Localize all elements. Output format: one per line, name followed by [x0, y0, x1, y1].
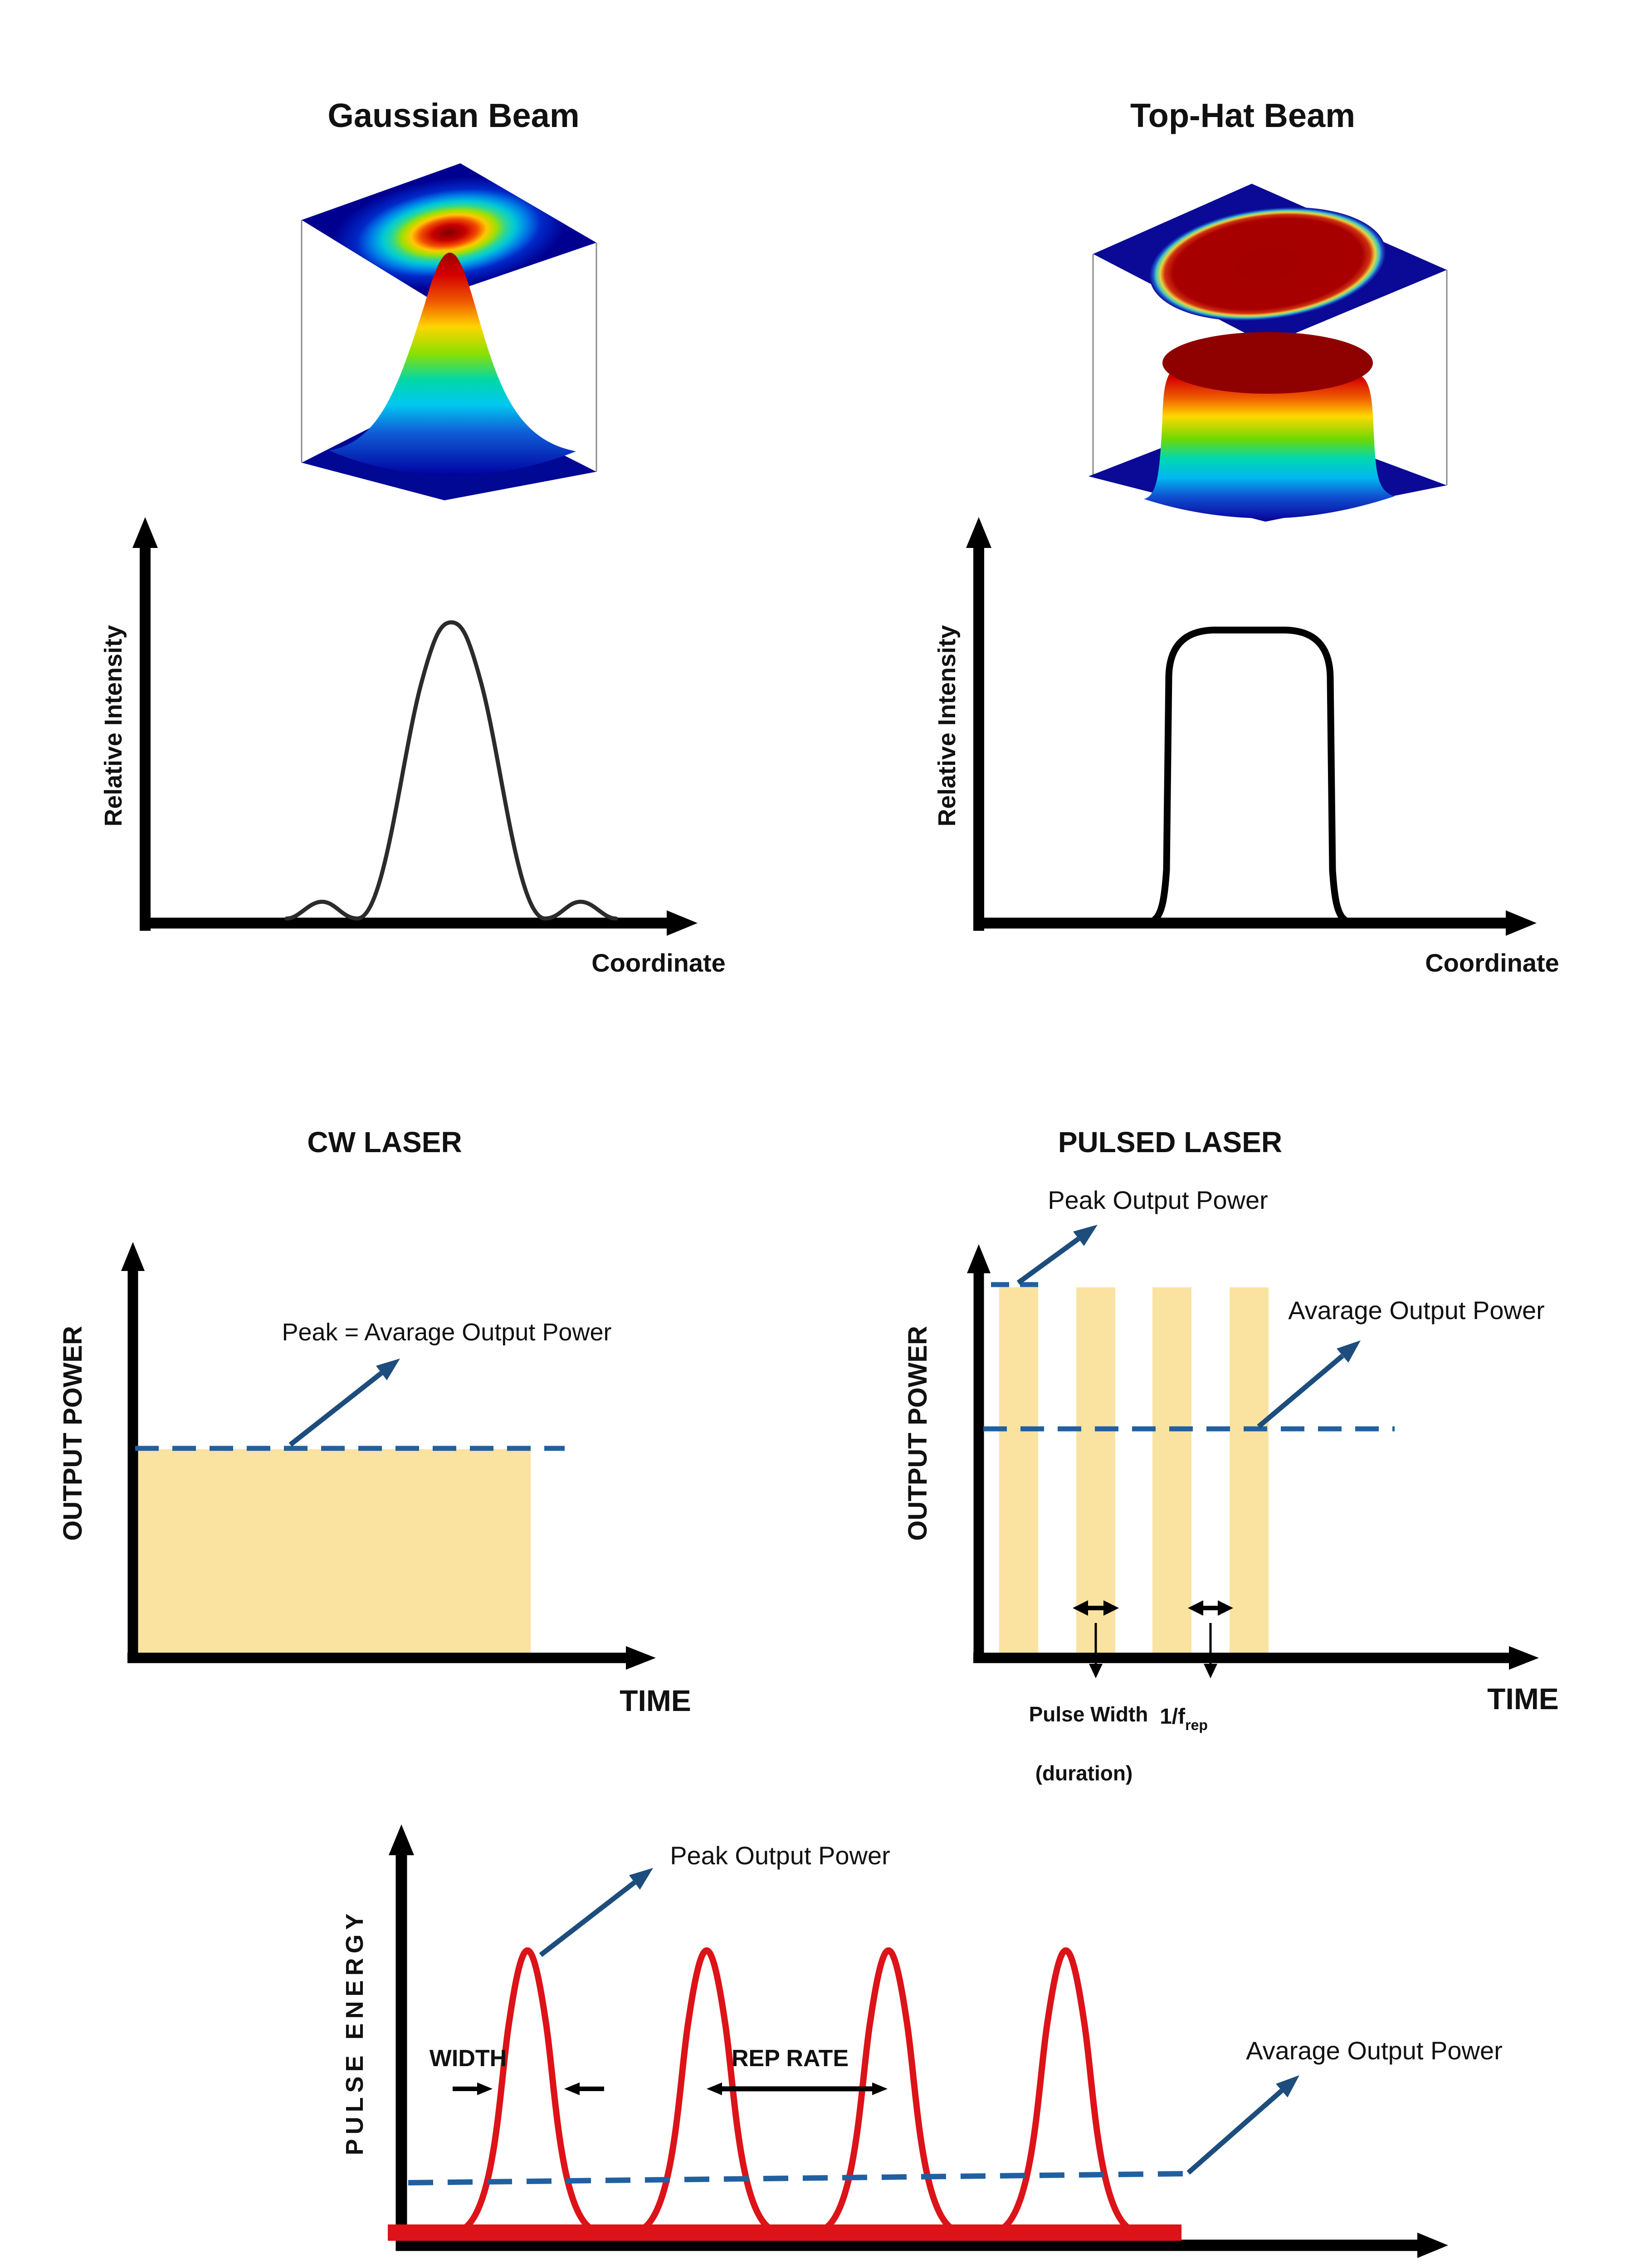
rep-rate-label: REP RATE — [732, 2045, 849, 2072]
pulse-width-label: Pulse Width — [1029, 1702, 1148, 1726]
pulsed-title: PULSED LASER — [1058, 1126, 1282, 1158]
peak-arrowhead — [629, 1868, 653, 1890]
tophat-surface-top — [1162, 332, 1373, 394]
width-label: WIDTH — [430, 2045, 507, 2072]
annotation-arrow — [288, 1371, 383, 1447]
pulsed-laser-diagram: PULSED LASER Peak Output Power Avarage O… — [903, 1126, 1559, 1785]
y-axis-arrowhead — [966, 517, 991, 548]
x-axis-label: Coordinate — [1425, 948, 1559, 977]
cw-title: CW LASER — [307, 1126, 462, 1158]
annotation-arrowhead — [376, 1359, 400, 1380]
peak-arrowhead — [1073, 1225, 1098, 1246]
x-axis-label: TIME — [620, 1684, 691, 1717]
y-axis-arrowhead — [132, 517, 158, 548]
peak-arrow — [539, 1880, 636, 1957]
rep-period-measure-arrow — [1188, 1600, 1233, 1616]
pulse-bars — [999, 1287, 1269, 1655]
x-axis-arrowhead — [1509, 1646, 1539, 1670]
tophat-profile-plot: Relative Intensity Coordinate — [933, 517, 1559, 977]
pulse-width-measure-arrow — [1073, 1600, 1119, 1616]
average-arrowhead — [1337, 1340, 1361, 1363]
y-axis-label: Relative Intensity — [933, 625, 961, 826]
y-axis-label: PULSE ENERGY — [341, 1909, 368, 2155]
duration-label: (duration) — [1035, 1761, 1133, 1785]
tophat-beam-title: Top-Hat Beam — [1130, 97, 1356, 134]
x-axis-arrowhead — [1506, 910, 1537, 936]
pulse-bar — [1076, 1287, 1115, 1655]
y-axis-label: OUTPUT POWER — [58, 1326, 88, 1541]
gaussian-beam-title: Gaussian Beam — [327, 97, 580, 134]
tophat-surface-body — [1144, 368, 1395, 518]
cw-annotation-label: Peak = Avarage Output Power — [282, 1319, 612, 1346]
pulse-bar — [1230, 1287, 1269, 1655]
y-axis-label: Relative Intensity — [100, 625, 127, 826]
gaussian-intensity-curve — [284, 620, 618, 921]
gaussian-profile-plot: Relative Intensity Coordinate — [100, 517, 726, 977]
tophat-heatmap-spot — [1149, 207, 1386, 321]
y-axis-arrowhead — [389, 1824, 414, 1855]
gaussian-heatmap-spot — [331, 176, 567, 289]
rep-period-pointer — [1204, 1623, 1217, 1678]
cw-power-fill — [135, 1449, 531, 1653]
pulse-energy-diagram: Peak Output Power WIDTH REP RATE Avarage… — [341, 1824, 1503, 2258]
x-axis-arrowhead — [667, 910, 698, 936]
peak-power-label: Peak Output Power — [670, 1841, 890, 1870]
average-power-label: Avarage Output Power — [1246, 2036, 1503, 2065]
width-measure-arrows — [453, 2082, 604, 2095]
x-axis-arrowhead — [626, 1646, 656, 1670]
pulse-bar — [999, 1287, 1038, 1655]
cw-laser-diagram: CW LASER Peak = Avarage Output Power OUT… — [58, 1126, 691, 1717]
pulse-width-pointer — [1089, 1623, 1103, 1678]
average-arrowhead — [1276, 2075, 1299, 2097]
pulse-train-curve — [454, 1947, 1139, 2235]
gaussian-surface-peak — [329, 253, 576, 475]
average-arrow — [1257, 1354, 1344, 1429]
average-arrow — [1186, 2088, 1284, 2175]
rep-rate-measure-arrow — [707, 2082, 888, 2095]
peak-power-label: Peak Output Power — [1048, 1186, 1268, 1214]
gaussian-3d-beam-image — [301, 163, 597, 500]
tophat-intensity-curve — [1151, 626, 1348, 924]
y-axis-arrowhead — [121, 1242, 145, 1271]
rep-rate-inverse-label: 1/frep — [1160, 1705, 1208, 1733]
x-axis-label: TIME — [1487, 1682, 1559, 1716]
x-axis-arrowhead — [1417, 2233, 1448, 2258]
peak-arrow — [1016, 1237, 1080, 1285]
tophat-3d-beam-image — [1089, 184, 1448, 522]
y-axis-arrowhead — [967, 1244, 991, 1273]
y-axis-label: OUTPUT POWER — [903, 1326, 932, 1541]
average-power-dashed-line — [408, 2171, 1186, 2185]
x-axis-label: Coordinate — [591, 948, 726, 977]
pulse-bar — [1152, 1287, 1191, 1655]
average-power-label: Avarage Output Power — [1288, 1296, 1545, 1325]
